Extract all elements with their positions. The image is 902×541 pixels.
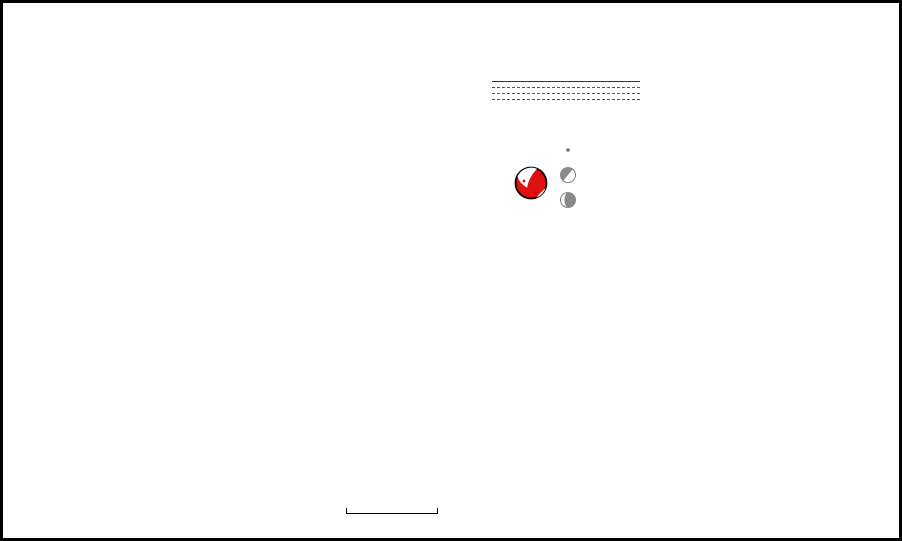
- dc-row: [559, 166, 645, 184]
- misfit-reduction-plot: [639, 53, 901, 213]
- clvd-icon: [560, 192, 576, 208]
- solution-depth: [492, 39, 644, 50]
- table-row-plane2: [492, 94, 640, 100]
- scale-bar-line: [346, 508, 438, 514]
- clvd-row: [559, 191, 645, 209]
- solution-magnitude: [492, 55, 644, 75]
- misfit-legend: [440, 505, 445, 518]
- footer-units-legend: [440, 505, 445, 518]
- beachball-icon: [514, 166, 548, 200]
- time-scale-bar: [346, 508, 438, 515]
- table-header-row: [492, 82, 640, 88]
- iso-icon: [566, 148, 570, 152]
- iso-row: [559, 141, 645, 159]
- table-row-plane1: [492, 88, 640, 94]
- strike-dip-rake-table: [492, 81, 640, 100]
- taiwan-map: [639, 207, 901, 537]
- best-fit-solution-panel: [492, 15, 644, 100]
- decomposition-legend: [559, 141, 645, 216]
- solution-location: [492, 23, 644, 34]
- dc-icon: [560, 167, 576, 183]
